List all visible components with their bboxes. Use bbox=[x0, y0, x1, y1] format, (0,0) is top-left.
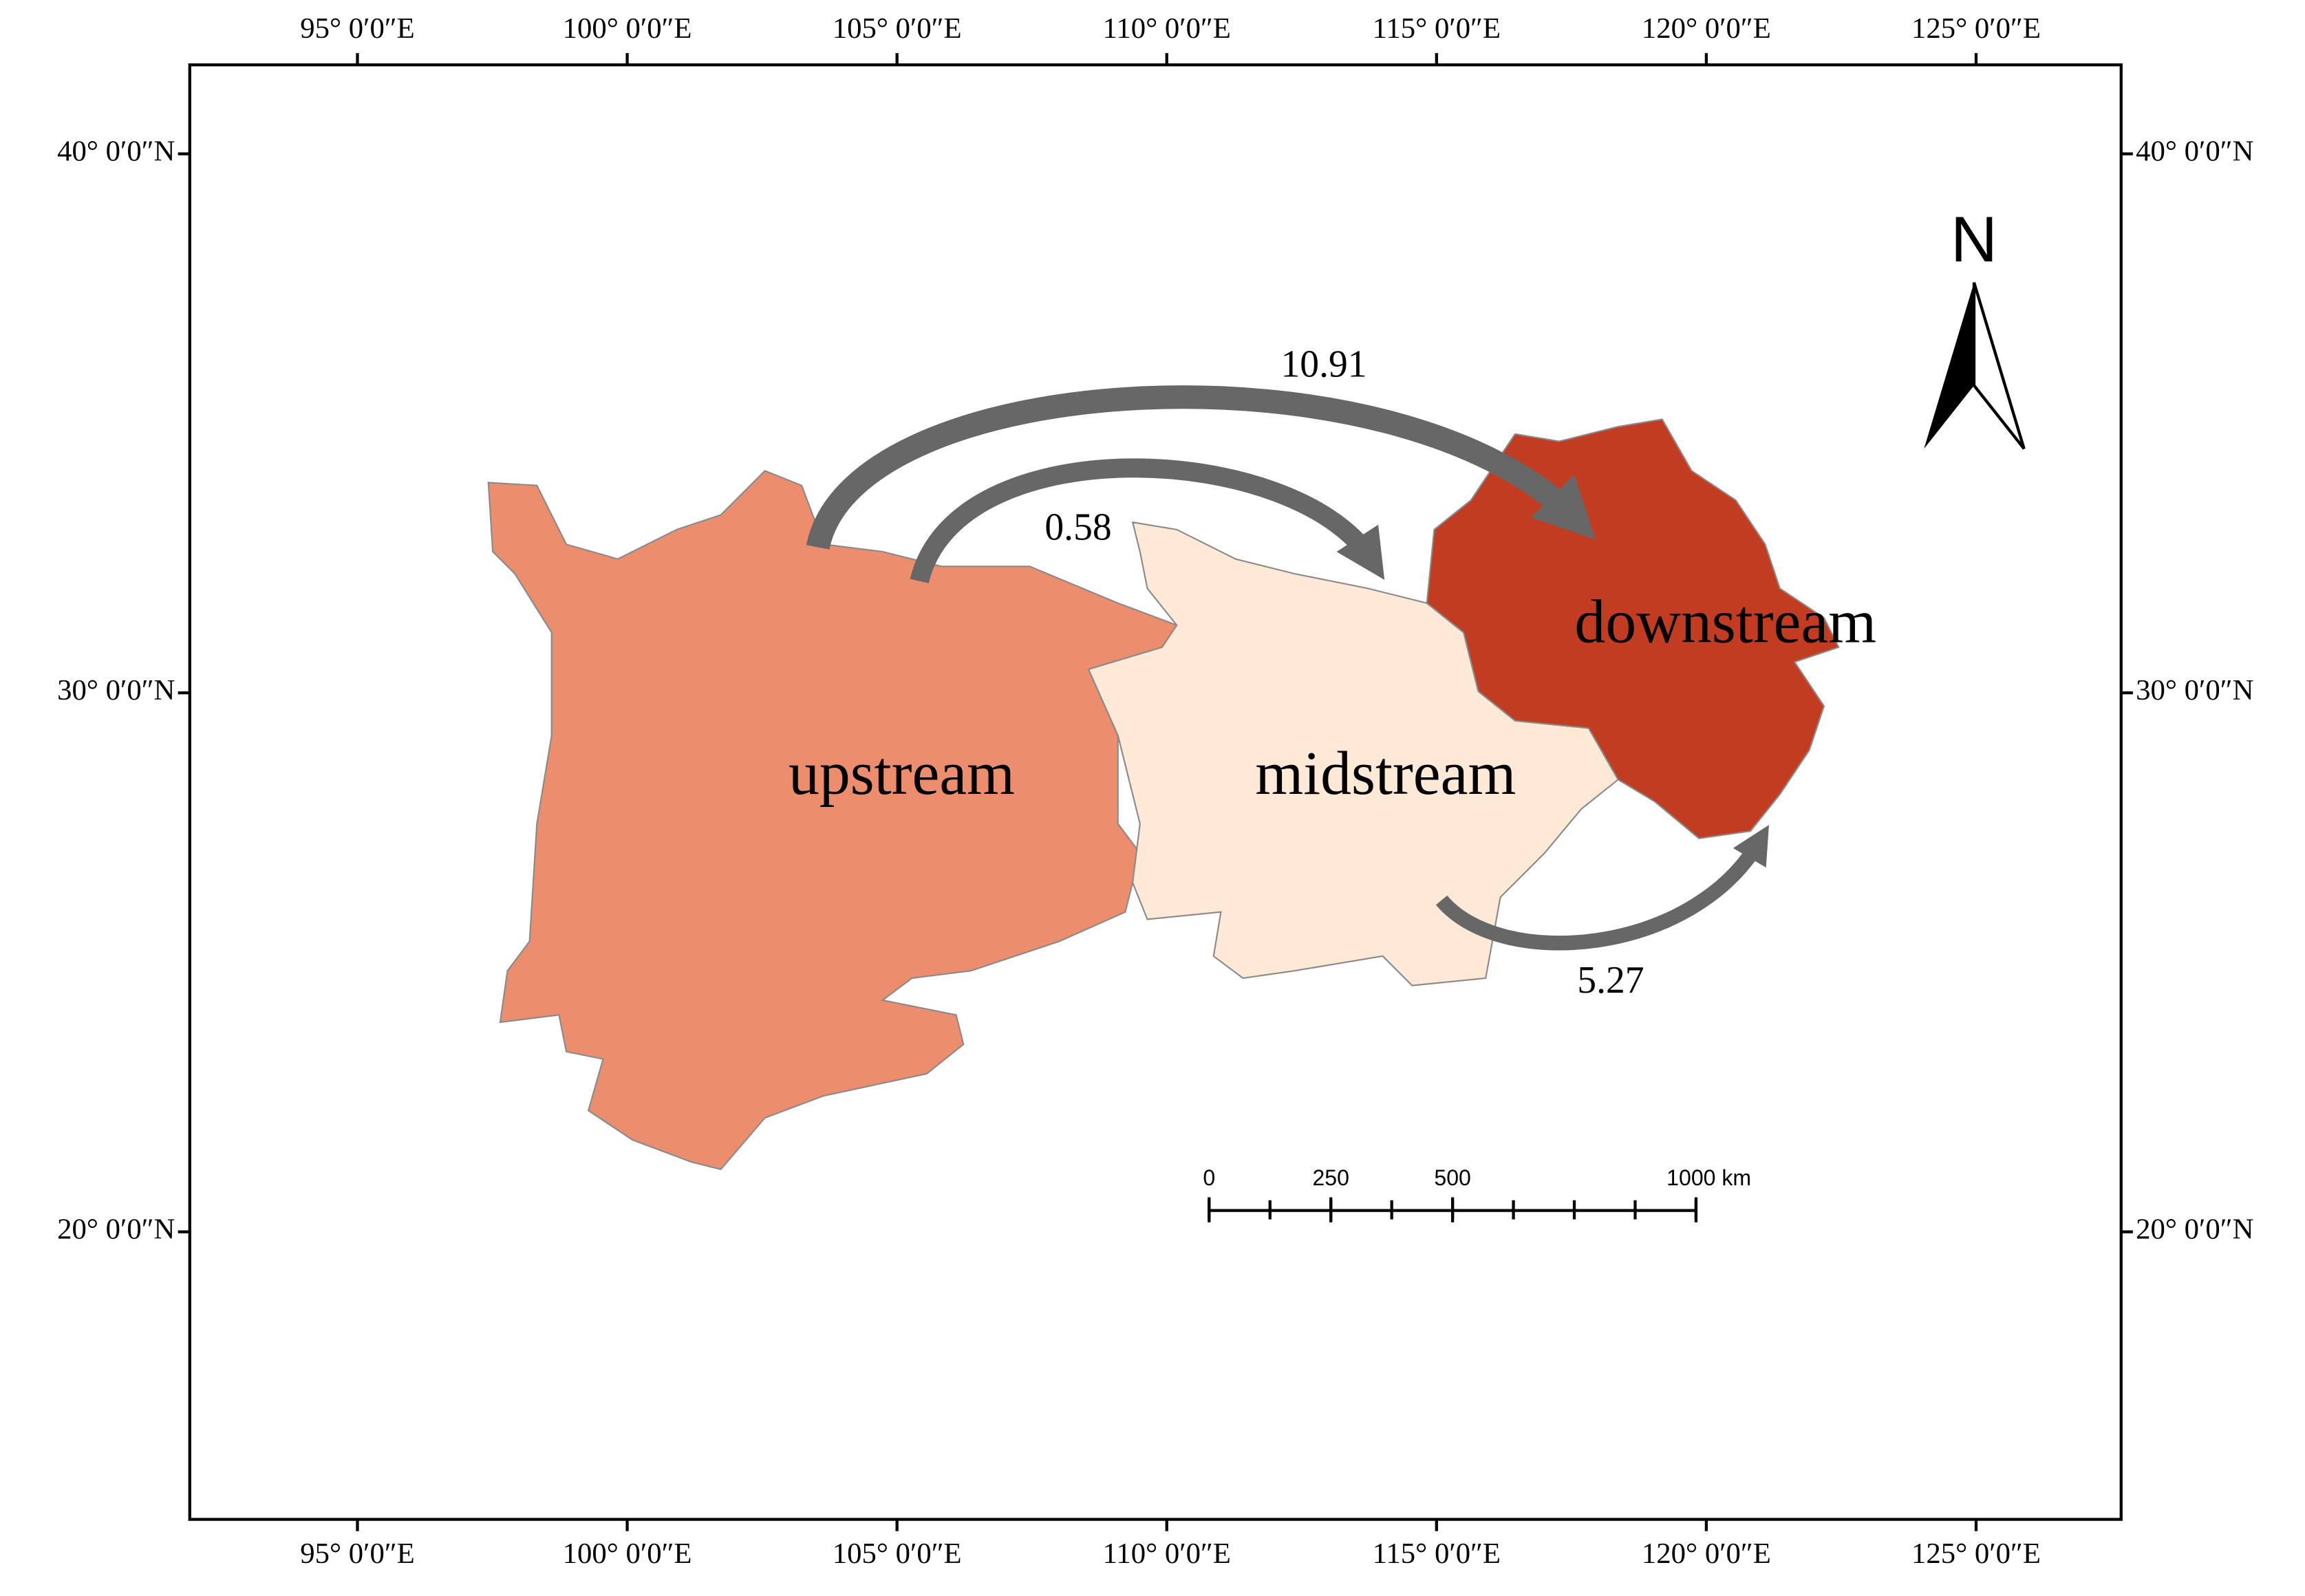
lon-label: 100° 0′0″E bbox=[563, 12, 692, 45]
lon-label: 110° 0′0″E bbox=[1103, 1538, 1231, 1570]
scale-label: 250 bbox=[1312, 1165, 1349, 1190]
lon-label: 100° 0′0″E bbox=[563, 1538, 692, 1570]
lon-label: 95° 0′0″E bbox=[300, 1538, 415, 1570]
lon-label: 105° 0′0″E bbox=[833, 1538, 962, 1570]
lon-label: 95° 0′0″E bbox=[300, 12, 415, 45]
lat-label: 20° 0′0″N bbox=[57, 1213, 175, 1245]
north-label: N bbox=[1951, 203, 1997, 275]
region-label: upstream bbox=[789, 740, 1015, 808]
region-label: midstream bbox=[1255, 740, 1516, 808]
scale-label: 0 bbox=[1203, 1165, 1215, 1190]
lat-label: 40° 0′0″N bbox=[57, 135, 175, 167]
scale-bar: 0 250 500 1000 km bbox=[1203, 1165, 1751, 1222]
scale-label: 1000 km bbox=[1666, 1165, 1751, 1190]
flow-value: 5.27 bbox=[1577, 959, 1644, 1002]
graticule-ticks: 95° 0′0″E 95° 0′0″E 100° 0′0″E 100° 0′0″E 10… bbox=[57, 12, 2253, 1570]
lon-label: 120° 0′0″E bbox=[1642, 1538, 1771, 1570]
upstream-region bbox=[487, 470, 1178, 1171]
region-label: downstream bbox=[1574, 588, 1876, 656]
lat-label: 20° 0′0″N bbox=[2136, 1213, 2253, 1245]
lon-label: 110° 0′0″E bbox=[1103, 12, 1231, 45]
lat-label: 40° 0′0″N bbox=[2136, 135, 2253, 167]
scale-label: 500 bbox=[1434, 1165, 1470, 1190]
flow-arrow bbox=[806, 385, 1596, 550]
downstream-region bbox=[1426, 418, 1840, 839]
lon-label: 125° 0′0″E bbox=[1911, 12, 2041, 45]
lon-label: 120° 0′0″E bbox=[1642, 12, 1771, 45]
lat-label: 30° 0′0″N bbox=[2136, 674, 2253, 707]
lat-label: 30° 0′0″N bbox=[57, 674, 175, 707]
lon-label: 125° 0′0″E bbox=[1911, 1538, 2041, 1570]
lon-label: 105° 0′0″E bbox=[833, 12, 962, 45]
lon-label: 115° 0′0″E bbox=[1373, 12, 1501, 45]
flow-arrow bbox=[910, 458, 1385, 584]
flow-value: 0.58 bbox=[1044, 506, 1111, 549]
flow-arrow bbox=[1435, 825, 1770, 951]
lon-label: 115° 0′0″E bbox=[1373, 1538, 1501, 1570]
flow-value: 10.91 bbox=[1281, 343, 1367, 385]
